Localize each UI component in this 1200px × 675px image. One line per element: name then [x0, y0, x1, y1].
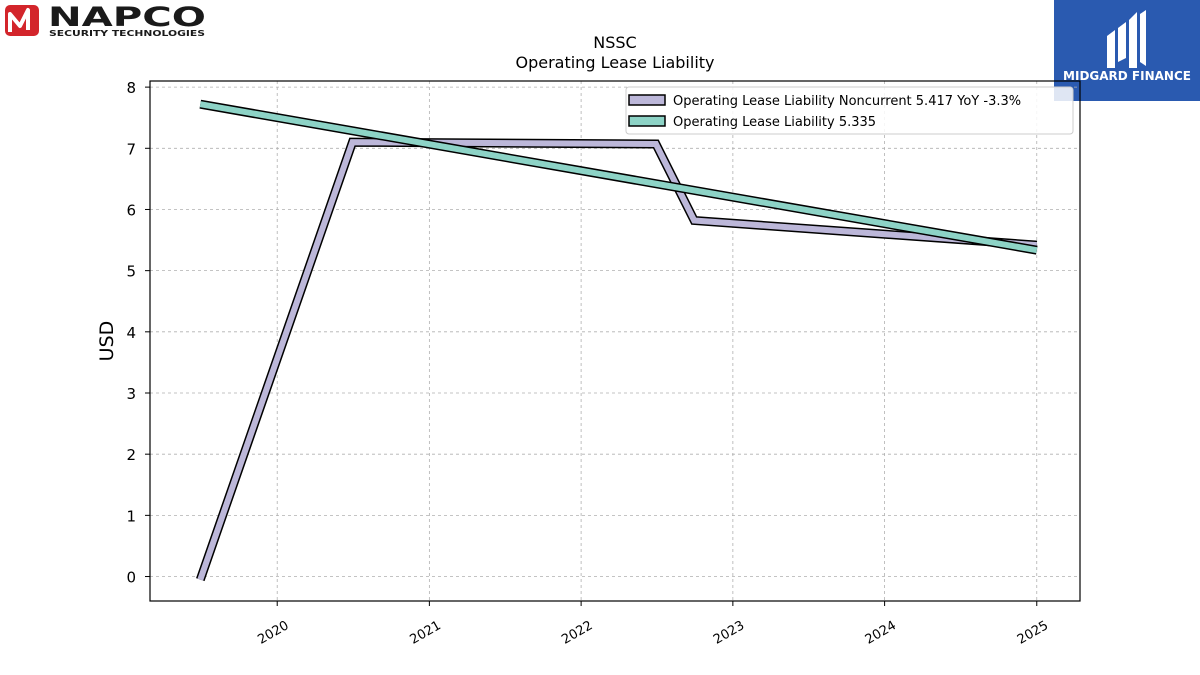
series-outline-0 — [196, 137, 1038, 582]
grid — [150, 81, 1080, 601]
chart-subtitle: Operating Lease Liability — [515, 53, 714, 72]
plot-frame — [149, 80, 1081, 602]
legend: Operating Lease Liability Noncurrent 5.4… — [625, 86, 1074, 135]
x-tick-label: 2023 — [711, 618, 747, 648]
x-tick-label: 2024 — [863, 618, 899, 648]
napco-logo-mark-glyph — [8, 8, 30, 32]
legend-label-noncurrent: Operating Lease Liability Noncurrent 5.4… — [673, 94, 1021, 109]
midgard-mark-mid — [1118, 22, 1126, 62]
y-tick-label: 4 — [126, 324, 136, 342]
legend-swatch-liability — [628, 115, 666, 127]
series-layer — [196, 99, 1038, 582]
x-axis-ticks: 2020 2021 2022 2023 2024 2025 — [255, 601, 1051, 648]
legend-swatch-noncurrent — [628, 94, 666, 106]
midgard-mark-right — [1129, 12, 1137, 68]
x-tick-label: 2022 — [559, 618, 595, 648]
y-axis-ticks: 0 1 2 3 4 5 6 7 8 — [126, 79, 150, 587]
napco-logo: NAPCO SECURITY TECHNOLOGIES — [5, 2, 206, 38]
series-line-1 — [199, 101, 1038, 254]
y-tick-label: 0 — [126, 569, 136, 587]
y-tick-label: 8 — [126, 79, 136, 97]
y-tick-label: 2 — [126, 446, 136, 464]
series-line-0 — [197, 139, 1038, 581]
napco-logo-tagline: SECURITY TECHNOLOGIES — [49, 29, 205, 38]
y-tick-label: 7 — [126, 140, 136, 158]
midgard-finance-logo: MIDGARD FINANCE — [1054, 0, 1200, 101]
chart-title: NSSC — [593, 33, 636, 52]
y-axis-label: USD — [96, 321, 118, 362]
legend-box — [625, 86, 1074, 135]
y-tick-label: 3 — [126, 385, 136, 403]
midgard-logo-name: MIDGARD FINANCE — [1063, 69, 1191, 83]
midgard-mark-accent — [1140, 10, 1146, 66]
napco-logo-name: NAPCO — [48, 2, 206, 33]
x-tick-label: 2021 — [408, 618, 444, 648]
y-tick-label: 5 — [126, 263, 136, 281]
midgard-logo-mark — [1107, 10, 1146, 68]
x-tick-label: 2025 — [1015, 618, 1051, 648]
y-tick-label: 6 — [126, 201, 136, 219]
y-tick-label: 1 — [126, 507, 136, 525]
legend-label-liability: Operating Lease Liability 5.335 — [673, 115, 876, 130]
x-tick-label: 2020 — [255, 618, 291, 648]
midgard-mark-left — [1107, 30, 1115, 68]
